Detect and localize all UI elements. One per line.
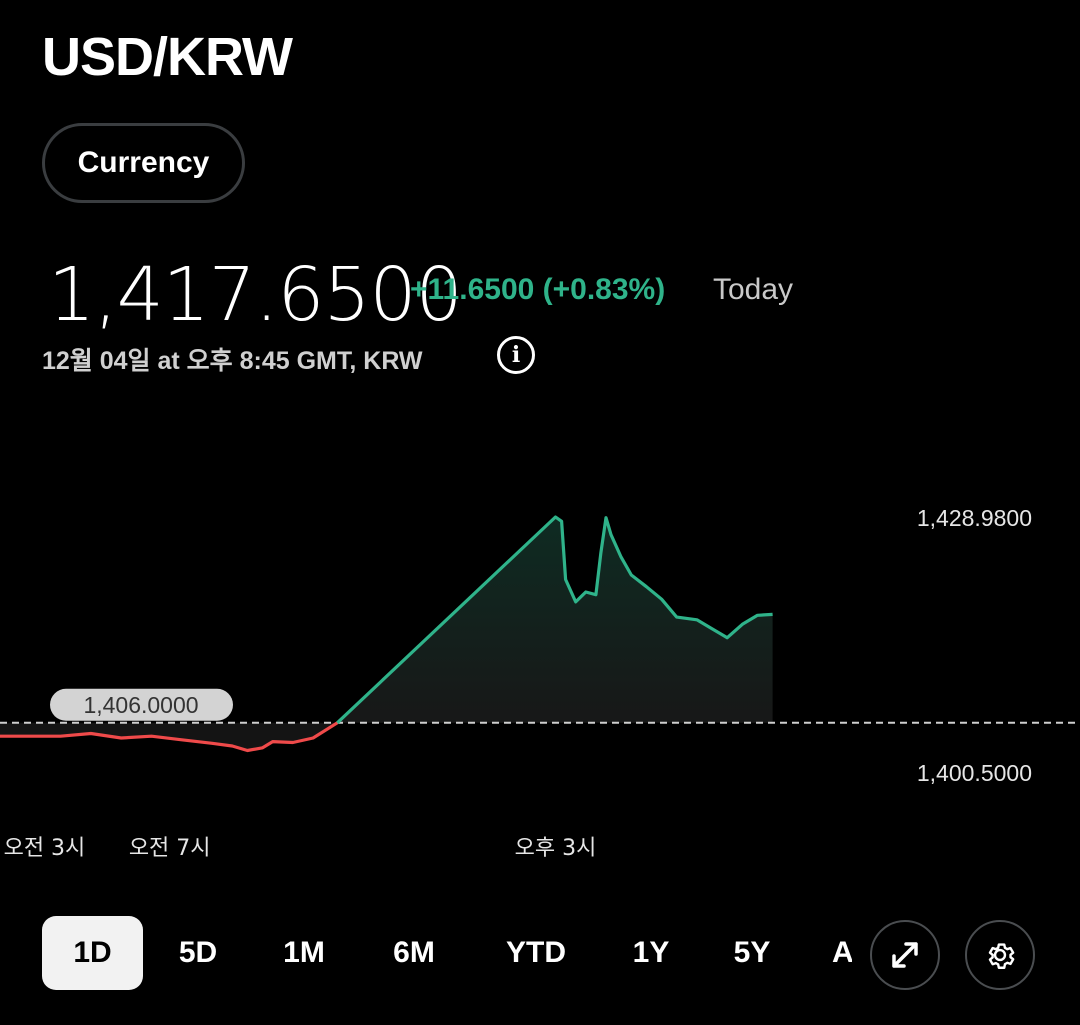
reference-label: 1,406.0000 [83,692,198,718]
series-line-up [336,515,773,724]
settings-button[interactable] [965,920,1035,990]
x-tick-label: 오전 7시 [129,836,211,861]
range-tab-5y[interactable]: 5Y [733,936,771,969]
page-title: USD/KRW [42,27,293,87]
range-tab-ytd[interactable]: YTD [506,936,566,969]
current-price: 1,417.6500 [48,252,463,338]
y-tick-label: 1,400.5000 [917,760,1032,786]
info-icon[interactable]: i [497,336,535,374]
range-tab-6m[interactable]: 6M [393,936,435,969]
area-fill-up [337,517,773,723]
category-chip[interactable]: Currency [42,123,245,203]
range-tab-1m[interactable]: 1M [283,936,325,969]
range-selector: 1D 5D 1M 6M YTD 1Y 5Y A [0,916,1080,996]
change-period: Today [713,273,794,306]
range-tab-5d[interactable]: 5D [178,936,218,969]
reference-label-pill [50,688,233,721]
range-tab-1d[interactable]: 1D [42,916,143,990]
price-chart[interactable]: 1,406.0000 1,428.9800 1,400.5000 오전 3시 오전 7시… [0,480,1080,880]
x-tick-label: 오전 3시 [4,836,86,861]
x-tick-label: 오후 3시 [515,836,597,861]
expand-icon [892,942,918,968]
timestamp: 12월 04일 at 오후 8:45 GMT, KRW [42,347,423,375]
expand-button[interactable] [870,920,940,990]
range-tab-all[interactable]: A [832,936,852,969]
series-line-down [0,721,339,753]
y-tick-label: 1,428.9800 [917,505,1032,531]
price-change: +11.6500 (+0.83%) [410,273,666,306]
gear-icon [988,943,1015,969]
range-tab-1y[interactable]: 1Y [632,936,670,969]
